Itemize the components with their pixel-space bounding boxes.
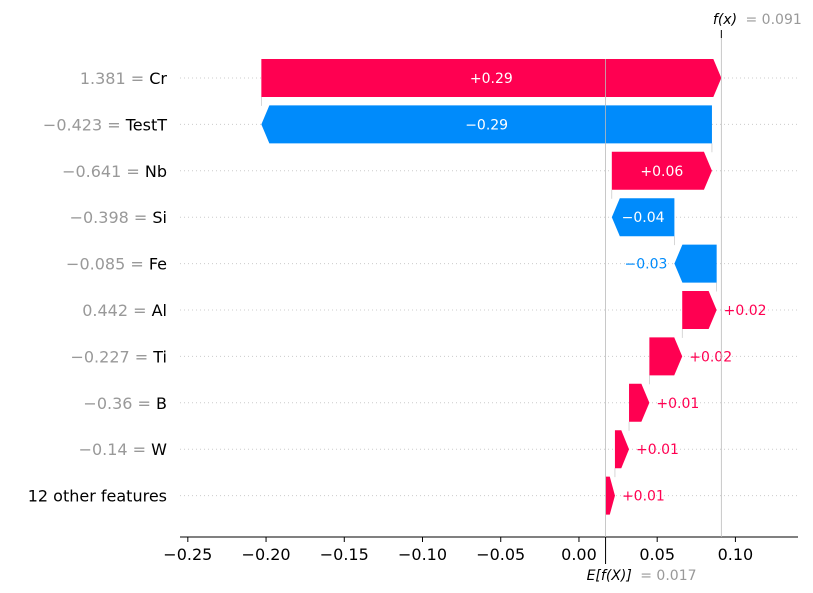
bar-value-label: +0.06 [640,164,683,180]
feature-value: −0.398 = [70,208,153,227]
bar-value-label: +0.02 [689,349,732,365]
waterfall-bar [605,476,615,515]
bar-value-label: −0.04 [622,210,665,226]
waterfall-bar [611,198,675,237]
connector-lines [261,97,717,478]
waterfall-bar [629,383,650,422]
y-tick-labels: 1.381 = Cr −0.423 = TestT −0.641 = Nb −0.39… [28,69,168,506]
waterfall-bar [682,291,717,329]
bar-value-label: +0.29 [470,71,513,87]
bar-value-label: +0.01 [622,489,665,505]
waterfall-bar [614,430,630,469]
y-tick-label: −0.227 = Ti [70,347,167,366]
expected-value-label: E[f(X)] [587,568,632,584]
x-axis: −0.25 −0.20 −0.15 −0.10 −0.05 0.00 0.05 0.10 [163,536,798,564]
feature-name: B [156,394,167,413]
feature-name: 12 other features [28,487,167,506]
feature-value: −0.423 = [43,115,126,134]
y-tick-label: 12 other features [28,487,167,506]
feature-value: 0.442 = [82,301,151,320]
bar-value-label: −0.03 [624,257,667,273]
y-tick-label: −0.085 = Fe [66,255,167,274]
expected-value-value: = 0.017 [640,568,696,584]
feature-name: W [151,440,167,459]
feature-value: 1.381 = [80,69,149,88]
y-tick-label: −0.398 = Si [70,208,167,227]
x-tick-label: −0.10 [398,545,447,564]
fx-label: f(x) [713,12,737,28]
waterfall-bar [649,337,683,376]
feature-name: Si [152,208,167,227]
x-tick-label: 0.05 [639,545,675,564]
y-tick-label: −0.36 = B [83,394,167,413]
feature-value: −0.641 = [62,162,145,181]
bar-value-label: +0.01 [656,396,699,412]
x-tick-label: 0.00 [561,545,597,564]
bar-value-label: +0.01 [636,442,679,458]
waterfall-bar [261,59,722,97]
y-tick-label: −0.14 = W [79,440,168,459]
reference-markers: f(x) = 0.091 E[f(X)] = 0.017 [587,12,802,584]
x-tick-label: −0.25 [163,545,212,564]
contribution-bars [261,59,722,515]
expected-value-annotation: E[f(X)] = 0.017 [587,568,697,584]
feature-value: −0.36 = [83,394,156,413]
y-tick-label: 1.381 = Cr [80,69,168,88]
feature-value: −0.227 = [70,347,153,366]
bar-value-label: +0.02 [724,303,767,319]
y-tick-label: 0.442 = Al [82,301,167,320]
y-tick-label: −0.423 = TestT [43,115,167,134]
feature-name: Nb [145,162,167,181]
waterfall-bar [261,105,712,144]
feature-name: Ti [152,347,167,366]
feature-name: Cr [149,69,167,88]
bar-labels: +0.29 −0.29 +0.06 −0.04 −0.03 +0.02 +0.02 +0.01… [465,71,766,505]
bar-value-label: −0.29 [465,117,508,133]
x-tick-label: −0.05 [476,545,525,564]
feature-value: −0.14 = [79,440,152,459]
x-tick-label: 0.10 [718,545,754,564]
x-tick-label: −0.20 [242,545,291,564]
fx-value: = 0.091 [746,12,802,28]
y-tick-label: −0.641 = Nb [62,162,167,181]
feature-value: −0.085 = [66,255,149,274]
feature-name: Fe [149,255,167,274]
waterfall-bar [674,244,717,283]
fx-annotation: f(x) = 0.091 [713,12,802,28]
waterfall-bar [611,151,712,190]
feature-name: TestT [125,115,168,134]
feature-name: Al [152,301,167,320]
x-tick-label: −0.15 [320,545,369,564]
